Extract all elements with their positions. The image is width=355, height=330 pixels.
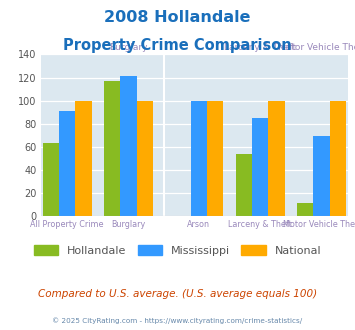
Bar (104, 81, 120, 216)
Bar (59, 111, 75, 216)
Text: Motor Vehicle Theft: Motor Vehicle Theft (283, 220, 355, 229)
Bar (207, 101, 223, 216)
Text: © 2025 CityRating.com - https://www.cityrating.com/crime-statistics/: © 2025 CityRating.com - https://www.city… (53, 317, 302, 324)
Bar (191, 101, 207, 216)
Bar (330, 101, 346, 216)
Text: Burglary: Burglary (109, 43, 148, 52)
Text: Property Crime Comparison: Property Crime Comparison (63, 38, 292, 53)
Text: Compared to U.S. average. (U.S. average equals 100): Compared to U.S. average. (U.S. average … (38, 289, 317, 299)
Text: Arson: Arson (187, 220, 210, 229)
Bar (297, 203, 313, 216)
Bar (252, 118, 268, 216)
Bar (43, 143, 59, 216)
Bar (75, 101, 92, 216)
Bar (120, 77, 137, 216)
Text: Larceny & Theft: Larceny & Theft (224, 43, 296, 52)
Bar (268, 101, 285, 216)
Text: 2008 Hollandale: 2008 Hollandale (104, 10, 251, 25)
Bar (313, 137, 330, 216)
Text: Larceny & Theft: Larceny & Theft (228, 220, 292, 229)
Text: Burglary: Burglary (111, 220, 146, 229)
Text: Motor Vehicle Theft: Motor Vehicle Theft (278, 43, 355, 52)
Bar (137, 101, 153, 216)
Text: All Property Crime: All Property Crime (31, 220, 104, 229)
Legend: Hollandale, Mississippi, National: Hollandale, Mississippi, National (29, 240, 326, 260)
Bar (236, 154, 252, 216)
